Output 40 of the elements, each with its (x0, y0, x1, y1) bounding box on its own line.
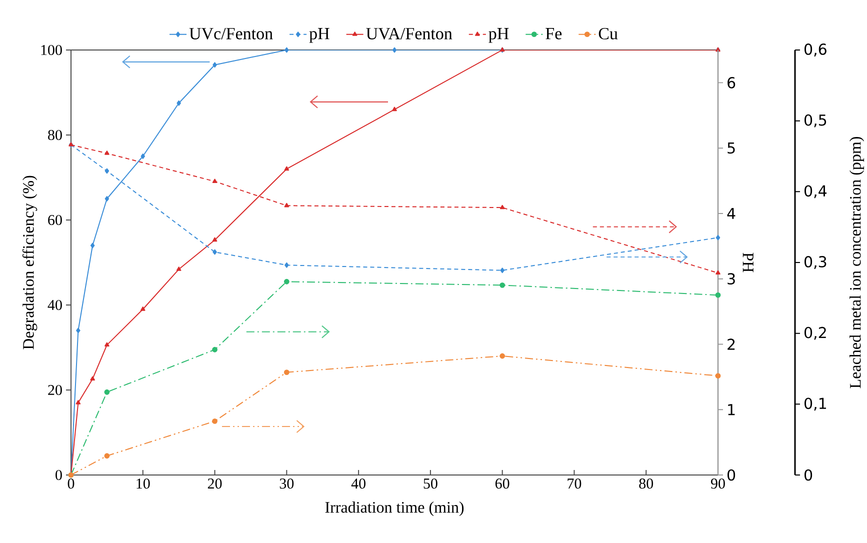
y-axis-title: Degradation efficiency (%) (22, 176, 38, 350)
y-tick-label: 100 (41, 44, 62, 56)
x-tick-label: 50 (424, 478, 438, 489)
x-tick-label: 60 (495, 478, 510, 489)
x-tick-label: 90 (710, 478, 725, 489)
x-tick-label: 20 (208, 478, 222, 489)
y3-tick-label: 0,3 (804, 256, 826, 269)
y-tick-label: 40 (48, 300, 62, 310)
x-tick-label: 30 (280, 478, 294, 489)
y2-axis-title: PH (742, 252, 754, 272)
y2-tick-label: 2 (728, 338, 735, 350)
x-tick-label: 80 (639, 478, 654, 489)
y3-tick-label: 0,4 (804, 185, 827, 198)
legend-label: UVc/Fenton (189, 28, 273, 40)
y3-axis-title: Leached metal ion concentration (ppm) (850, 136, 864, 388)
y-tick-label: 80 (48, 130, 62, 140)
y2-tick-label: 5 (728, 142, 735, 154)
legend-label: pH (309, 28, 330, 43)
x-axis-title: Irradiation time (min) (325, 501, 464, 516)
y2-tick-label: 6 (728, 77, 736, 88)
y3-tick-label: 0,5 (804, 114, 826, 128)
y3-tick-label: 0,2 (804, 326, 826, 340)
x-tick-label: 40 (351, 478, 366, 489)
x-tick-label: 10 (136, 478, 150, 489)
y3-tick-label: 0 (804, 469, 812, 481)
y-tick-label: 60 (48, 214, 62, 226)
y-tick-label: 0 (56, 470, 62, 480)
x-tick-label: 0 (68, 478, 74, 489)
y3-tick-label: 0,6 (804, 44, 826, 56)
y2-tick-label: 3 (728, 273, 735, 285)
legend-label: UVA/Fenton (366, 28, 452, 40)
legend-label: pH (488, 28, 509, 43)
y2-tick-label: 0 (728, 469, 736, 481)
x-tick-label: 70 (568, 478, 582, 489)
legend-label: Fe (546, 28, 562, 40)
y2-tick-label: 1 (728, 404, 735, 416)
y2-tick-label: 4 (727, 208, 736, 219)
y3-tick-label: 0,1 (804, 398, 826, 411)
legend-label: Cu (598, 28, 618, 40)
y-tick-label: 20 (48, 384, 62, 396)
